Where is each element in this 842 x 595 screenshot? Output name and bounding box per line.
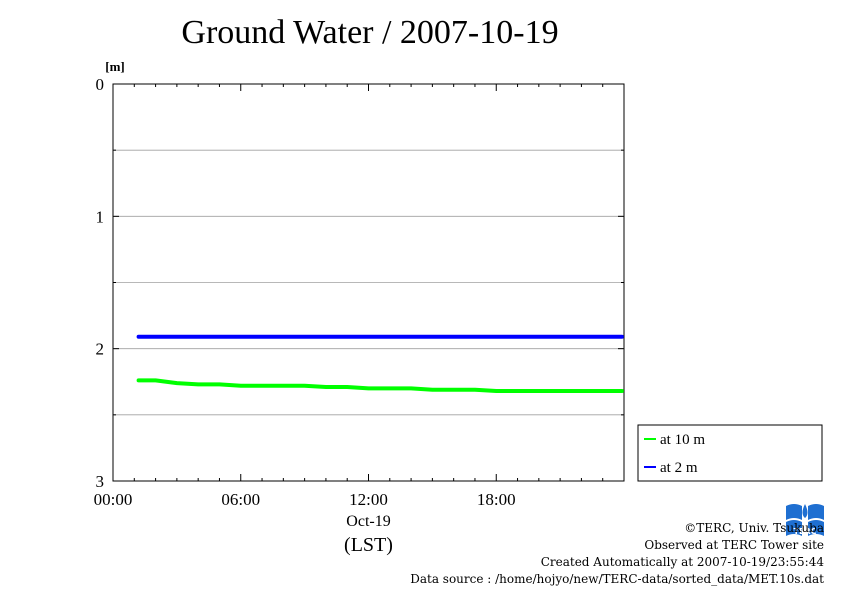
- legend-label: at 2 m: [660, 460, 698, 476]
- y-tick-label: 0: [96, 75, 105, 94]
- x-timezone-label: (LST): [344, 534, 393, 556]
- copyright-text: ©TERC, Univ. Tsukuba: [684, 521, 824, 535]
- created-text: Created Automatically at 2007-10-19/23:5…: [540, 555, 824, 569]
- observed-text: Observed at TERC Tower site: [644, 538, 824, 552]
- y-unit-label: [m]: [105, 59, 125, 74]
- y-tick-label: 2: [96, 340, 105, 359]
- terc-logo-icon: TERC: [784, 502, 826, 538]
- y-tick-label: 1: [96, 207, 105, 226]
- x-tick-label: 18:00: [477, 490, 516, 509]
- x-tick-label: 12:00: [349, 490, 388, 509]
- chart-title: Ground Water / 2007-10-19: [181, 14, 559, 51]
- y-tick-label: 3: [96, 472, 105, 491]
- x-date-label: Oct-19: [346, 513, 390, 530]
- x-tick-label: 00:00: [94, 490, 133, 509]
- legend-box: [637, 424, 823, 482]
- x-tick-label: 06:00: [221, 490, 260, 509]
- logo-text: TERC: [794, 527, 817, 536]
- series-line-at-10m: [136, 378, 624, 393]
- credits-block: ©TERC, Univ. Tsukuba Observed at TERC To…: [410, 520, 824, 588]
- source-text: Data source : /home/hojyo/new/TERC-data/…: [410, 572, 824, 586]
- legend-label: at 10 m: [660, 432, 705, 448]
